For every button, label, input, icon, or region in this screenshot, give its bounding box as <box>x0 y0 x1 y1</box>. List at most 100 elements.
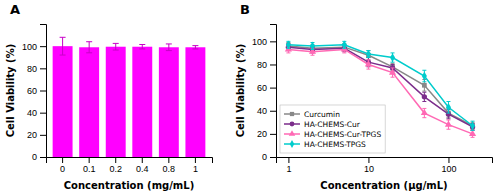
legend-label: HA-CHEMS-TPGS <box>304 140 366 149</box>
error-bar <box>471 121 475 130</box>
error-bar <box>139 45 145 49</box>
axis-line <box>277 158 493 164</box>
panel: A Concentration (mg/mL) Cell Viability (%)… <box>5 2 213 191</box>
tick-label: 0.4 <box>136 164 149 174</box>
error-bar <box>422 70 426 82</box>
tick-label: 0 <box>60 164 65 174</box>
tick: 0 <box>32 152 46 162</box>
bar <box>106 47 126 157</box>
legend-item: HA-CHEMS-Cur <box>284 120 361 129</box>
legend-frame <box>280 105 385 153</box>
bar <box>53 46 73 157</box>
axis: 020406080100 <box>252 25 277 163</box>
panel-title: B <box>240 2 250 17</box>
tick: 10 <box>364 157 374 174</box>
point <box>310 42 315 51</box>
error-bar <box>113 43 119 50</box>
tick-mark <box>40 135 46 136</box>
tick-label: 40 <box>27 108 37 118</box>
legend-label: HA-CHEMS-Cur-TPGS <box>304 130 381 139</box>
error-bar <box>391 53 395 62</box>
point <box>422 72 427 81</box>
legend-item: Curcumin <box>284 110 340 119</box>
tick-mark <box>368 157 369 163</box>
tick-label: 0 <box>262 152 267 162</box>
tick-mark <box>270 41 276 42</box>
tick-mark <box>40 113 46 114</box>
point <box>342 40 347 49</box>
tick-label: 0.2 <box>109 164 122 174</box>
x-axis-title: Concentration (mg/mL) <box>64 180 194 191</box>
y-axis-title: Cell Viability (%) <box>5 44 16 138</box>
tick-mark <box>195 157 196 163</box>
tick: 100 <box>441 157 456 174</box>
tick-mark <box>40 68 46 69</box>
tick: 60 <box>257 83 276 93</box>
point <box>446 103 451 112</box>
tick-label: 10 <box>364 164 374 174</box>
tick-label: 100 <box>252 37 267 47</box>
point <box>445 121 452 127</box>
error-bar <box>286 41 290 48</box>
legend: CurcuminHA-CHEMS-CurHA-CHEMS-Cur-TPGSHA-… <box>280 105 385 153</box>
legend-label: HA-CHEMS-Cur <box>304 120 361 129</box>
tick-mark <box>270 64 276 65</box>
tick-mark <box>62 157 63 163</box>
point <box>389 68 396 74</box>
error-bar <box>86 42 92 53</box>
point <box>286 40 291 49</box>
tick-mark <box>448 157 449 163</box>
legend-item: HA-CHEMS-TPGS <box>284 140 366 149</box>
tick-label: 60 <box>27 86 37 96</box>
tick-label: 1 <box>286 164 291 174</box>
legend-marker <box>290 140 295 148</box>
panel-title: A <box>10 2 20 17</box>
tick: 1 <box>286 157 291 174</box>
tick: 40 <box>27 108 46 118</box>
tick-label: 100 <box>22 42 37 52</box>
axis-line <box>40 25 47 158</box>
tick-label: 0.1 <box>83 164 96 174</box>
point <box>422 83 427 88</box>
tick: 80 <box>27 64 46 74</box>
plot-area <box>53 37 206 157</box>
point <box>365 60 372 66</box>
tick: 0 <box>60 157 65 174</box>
error-bar <box>446 101 450 113</box>
bar <box>132 47 152 157</box>
legend-marker <box>289 130 295 136</box>
tick-mark <box>40 91 46 92</box>
tick: 100 <box>22 42 46 52</box>
figure: A Concentration (mg/mL) Cell Viability (%)… <box>0 0 500 195</box>
tick: 20 <box>257 129 276 139</box>
point <box>366 50 371 59</box>
axis: 1 10 100 <box>277 157 493 174</box>
tick-label: 60 <box>257 83 267 93</box>
axis-line <box>270 25 277 158</box>
bar <box>185 47 205 157</box>
tick-mark <box>89 157 90 163</box>
tick-label: 100 <box>441 164 456 174</box>
tick-label: 20 <box>257 129 267 139</box>
error-bar <box>310 43 314 50</box>
error-bar <box>60 37 66 55</box>
tick-label: 20 <box>27 130 37 140</box>
legend-label: Curcumin <box>304 110 340 119</box>
tick-mark <box>40 157 46 158</box>
bar <box>159 47 179 157</box>
error-bar <box>192 46 198 49</box>
panel: BConcentration (μg/mL)Cell Viability (%)… <box>235 2 493 191</box>
tick: 40 <box>257 106 276 116</box>
point <box>469 130 476 136</box>
tick-mark <box>270 157 276 158</box>
error-bar <box>471 122 475 129</box>
bar <box>79 47 99 157</box>
error-bar <box>366 51 370 58</box>
tick-label: 40 <box>257 106 267 116</box>
axis: 0 20 40 60 80 100 <box>22 25 47 163</box>
x-axis-title: Concentration (μg/mL) <box>320 180 447 191</box>
tick-mark <box>270 88 276 89</box>
tick-label: 0.8 <box>163 164 176 174</box>
error-bar <box>166 44 172 51</box>
tick-label: 80 <box>27 64 37 74</box>
